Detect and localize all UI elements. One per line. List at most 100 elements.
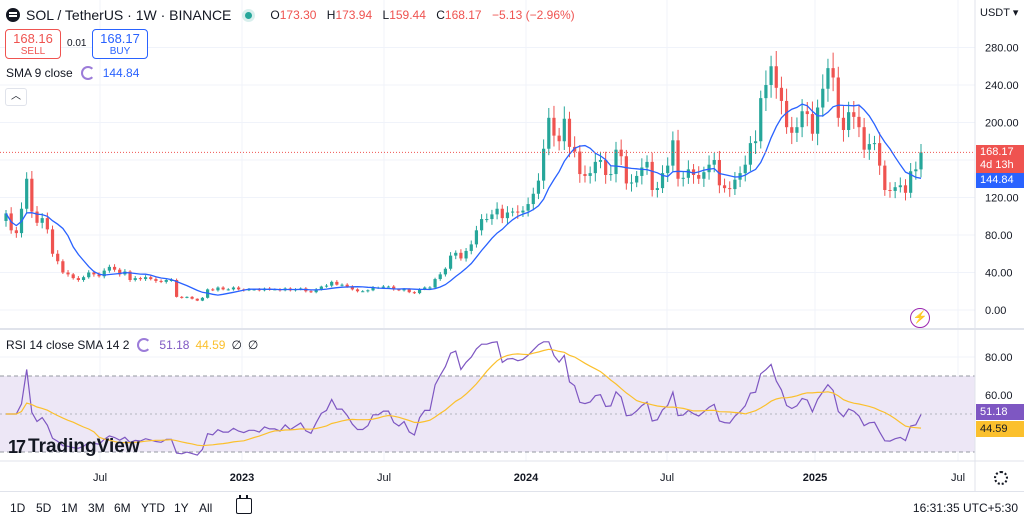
candle[interactable]: [61, 259, 65, 274]
candle[interactable]: [443, 267, 448, 277]
candle[interactable]: [330, 280, 334, 288]
symbol-title[interactable]: SOL / TetherUS · 1W · BINANCE: [26, 7, 232, 23]
candle[interactable]: [857, 105, 861, 138]
candle[interactable]: [562, 106, 566, 151]
candle[interactable]: [547, 107, 551, 156]
candle[interactable]: [598, 151, 603, 169]
candle[interactable]: [759, 90, 763, 149]
tradingview-logo[interactable]: 17 TradingView: [8, 436, 140, 458]
candle[interactable]: [521, 206, 525, 217]
candle[interactable]: [500, 204, 504, 224]
candle[interactable]: [185, 296, 189, 299]
candle[interactable]: [526, 197, 530, 217]
candle[interactable]: [237, 286, 241, 291]
candle[interactable]: [485, 213, 489, 223]
candle[interactable]: [138, 276, 143, 281]
candle[interactable]: [878, 132, 882, 175]
candle[interactable]: [635, 171, 639, 188]
candle[interactable]: [624, 149, 628, 190]
lightning-icon[interactable]: ⚡: [910, 308, 930, 328]
candle[interactable]: [76, 276, 80, 282]
candle[interactable]: [836, 66, 840, 127]
candle[interactable]: [190, 296, 194, 300]
sma-settings-icon[interactable]: [80, 66, 95, 80]
candle[interactable]: [640, 158, 644, 185]
candle[interactable]: [211, 288, 215, 292]
candle[interactable]: [764, 70, 768, 112]
candle[interactable]: [645, 155, 649, 175]
candle[interactable]: [810, 101, 815, 141]
candle[interactable]: [195, 298, 199, 302]
candle[interactable]: [650, 152, 654, 197]
candle[interactable]: [56, 250, 60, 265]
candle[interactable]: [97, 272, 101, 278]
candle[interactable]: [779, 76, 784, 115]
collapse-legend-button[interactable]: ︿: [5, 88, 27, 106]
candle[interactable]: [609, 165, 613, 181]
candle[interactable]: [748, 136, 753, 171]
range-all-button[interactable]: All: [199, 501, 213, 515]
candle[interactable]: [495, 202, 499, 220]
buy-button[interactable]: 168.17 BUY: [92, 29, 148, 59]
candle[interactable]: [112, 264, 117, 272]
candle[interactable]: [14, 226, 18, 238]
rsi-settings-icon[interactable]: [137, 338, 152, 352]
candle[interactable]: [614, 141, 618, 183]
candle[interactable]: [361, 290, 365, 293]
candle[interactable]: [350, 285, 354, 291]
candle[interactable]: [795, 117, 799, 142]
range-3m-button[interactable]: 3M: [88, 501, 105, 515]
candle[interactable]: [893, 182, 897, 199]
candle[interactable]: [128, 270, 132, 282]
candle[interactable]: [909, 163, 913, 198]
range-1y-button[interactable]: 1Y: [174, 501, 189, 515]
candle[interactable]: [335, 280, 339, 286]
candle[interactable]: [888, 182, 892, 198]
candle[interactable]: [542, 139, 546, 190]
candle[interactable]: [469, 240, 473, 255]
candle[interactable]: [40, 213, 44, 229]
candle[interactable]: [324, 284, 329, 288]
candle[interactable]: [464, 248, 468, 262]
candle[interactable]: [355, 288, 360, 293]
candle[interactable]: [604, 151, 608, 184]
candle[interactable]: [340, 283, 344, 287]
candle[interactable]: [722, 178, 727, 193]
candle[interactable]: [107, 264, 111, 273]
candle[interactable]: [200, 297, 205, 302]
candle[interactable]: [784, 88, 789, 134]
candle[interactable]: [490, 209, 494, 225]
candle[interactable]: [4, 210, 8, 227]
candle[interactable]: [707, 155, 711, 180]
candle[interactable]: [728, 181, 732, 197]
candles[interactable]: [4, 50, 923, 302]
currency-selector[interactable]: USDT ▾: [980, 6, 1018, 19]
candle[interactable]: [552, 105, 556, 147]
sma-legend[interactable]: SMA 9 close 144.84: [6, 66, 139, 80]
candle[interactable]: [588, 166, 592, 184]
candle[interactable]: [412, 291, 416, 295]
candle[interactable]: [216, 286, 220, 292]
candle[interactable]: [50, 225, 55, 257]
candle[interactable]: [454, 250, 458, 260]
candle[interactable]: [25, 172, 29, 214]
candle[interactable]: [593, 153, 597, 182]
candle[interactable]: [774, 50, 778, 99]
clock-timezone[interactable]: 16:31:35 UTC+5:30: [912, 501, 1018, 515]
candle[interactable]: [309, 290, 313, 293]
candle[interactable]: [221, 286, 225, 291]
candle[interactable]: [573, 136, 577, 158]
candle[interactable]: [681, 171, 685, 187]
candle[interactable]: [149, 275, 153, 281]
candle[interactable]: [655, 181, 659, 198]
candle[interactable]: [386, 285, 391, 288]
candle[interactable]: [392, 285, 396, 291]
candle[interactable]: [143, 275, 148, 281]
candle[interactable]: [81, 275, 86, 282]
candle[interactable]: [102, 268, 106, 279]
candle[interactable]: [87, 270, 91, 279]
rsi-legend[interactable]: RSI 14 close SMA 14 2 51.18 44.59 ∅ ∅: [6, 338, 258, 352]
calendar-icon[interactable]: [236, 495, 252, 514]
candle[interactable]: [159, 279, 163, 284]
candle[interactable]: [676, 129, 680, 187]
